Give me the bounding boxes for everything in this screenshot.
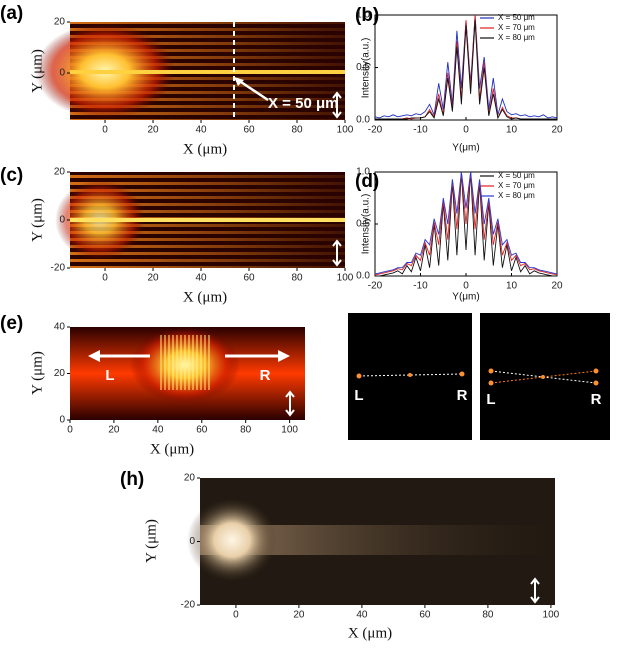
y-tick-label: 0 bbox=[59, 68, 65, 79]
x-tick-label: 80 bbox=[240, 425, 252, 436]
y-axis-label: Y (μm) bbox=[29, 49, 45, 93]
y-tick-label: 20 bbox=[54, 167, 66, 178]
annotation: L bbox=[486, 391, 495, 408]
x-tick-label: 0 bbox=[463, 281, 469, 292]
y-axis-label: Y (μm) bbox=[29, 198, 45, 242]
y-axis-label: Intensity(a.u.) bbox=[361, 194, 372, 255]
panel-label: (d) bbox=[355, 171, 379, 192]
y-tick-label: 1.0 bbox=[356, 167, 370, 178]
x-tick-label: 0 bbox=[233, 610, 239, 621]
series-line bbox=[375, 20, 557, 120]
image-a bbox=[35, 22, 345, 120]
x-tick-label: -10 bbox=[413, 281, 428, 292]
x-tick-label: 40 bbox=[195, 273, 207, 284]
x-axis-label: X (μm) bbox=[183, 141, 227, 157]
x-axis-label: Y(μm) bbox=[452, 143, 479, 154]
legend-label: X = 80 μm bbox=[498, 33, 535, 42]
y-axis-label: Y (μm) bbox=[29, 351, 45, 395]
panel-label: (h) bbox=[120, 469, 144, 490]
annotation: R bbox=[591, 391, 602, 408]
annotation: R bbox=[457, 387, 468, 404]
legend-label: X = 70 μm bbox=[498, 181, 535, 190]
legend-label: X = 50 μm bbox=[498, 13, 535, 22]
y-tick-label: 20 bbox=[184, 473, 196, 484]
x-tick-label: 0 bbox=[102, 125, 108, 136]
image-g bbox=[480, 313, 610, 440]
y-axis-label: Intensity(a.u.) bbox=[361, 38, 372, 99]
series-line bbox=[374, 171, 558, 275]
x-tick-label: 20 bbox=[147, 273, 159, 284]
panel-label: (b) bbox=[355, 5, 379, 26]
x-tick-label: -20 bbox=[368, 281, 383, 292]
x-tick-label: -20 bbox=[368, 125, 383, 136]
image-h bbox=[187, 478, 555, 605]
x-tick-label: 100 bbox=[543, 610, 560, 621]
y-tick-label: 0 bbox=[59, 215, 65, 226]
x-tick-label: 100 bbox=[337, 125, 354, 136]
image-f bbox=[348, 313, 472, 440]
x-tick-label: 40 bbox=[356, 610, 368, 621]
y-tick-label: -20 bbox=[51, 263, 66, 274]
annotation: L bbox=[354, 387, 363, 404]
x-tick-label: 80 bbox=[291, 125, 303, 136]
annotation: L bbox=[105, 367, 114, 384]
panel-label: (g) bbox=[486, 319, 510, 340]
x-tick-label: 60 bbox=[419, 610, 431, 621]
x-tick-label: 20 bbox=[551, 281, 563, 292]
x-axis-label: X (μm) bbox=[150, 441, 194, 457]
x-axis-label: X (μm) bbox=[183, 289, 227, 305]
y-tick-label: 0.0 bbox=[356, 271, 370, 282]
x-tick-label: 60 bbox=[243, 273, 255, 284]
y-tick-label: 20 bbox=[54, 17, 66, 28]
panel-label: (a) bbox=[0, 3, 23, 24]
y-tick-label: 0.5 bbox=[356, 219, 370, 230]
x-tick-label: 10 bbox=[506, 281, 518, 292]
x-tick-label: 0 bbox=[67, 425, 73, 436]
y-tick-label: 0.5 bbox=[356, 62, 370, 73]
x-tick-label: 60 bbox=[243, 125, 255, 136]
x-axis-label: X (μm) bbox=[348, 625, 392, 641]
x-tick-label: 100 bbox=[281, 425, 298, 436]
x-tick-label: 0 bbox=[463, 125, 469, 136]
y-tick-label: 1.0 bbox=[356, 10, 370, 21]
x-tick-label: -10 bbox=[413, 125, 428, 136]
series-line bbox=[374, 171, 558, 276]
series-line bbox=[375, 171, 557, 277]
x-tick-label: 20 bbox=[147, 125, 159, 136]
y-tick-label: 20 bbox=[54, 368, 66, 379]
y-axis-label: Y (μm) bbox=[143, 519, 159, 563]
panel-label: (e) bbox=[0, 313, 23, 334]
legend-label: X = 50 μm bbox=[498, 171, 535, 180]
image-e bbox=[70, 327, 305, 420]
annotation: X = 50 μm bbox=[268, 95, 338, 112]
y-tick-label: 0 bbox=[59, 415, 65, 426]
x-tick-label: 20 bbox=[551, 125, 563, 136]
x-tick-label: 100 bbox=[337, 273, 354, 284]
legend-label: X = 70 μm bbox=[498, 23, 535, 32]
y-tick-label: -20 bbox=[181, 600, 196, 611]
image-c bbox=[55, 172, 345, 268]
x-tick-label: 40 bbox=[195, 125, 207, 136]
x-tick-label: 0 bbox=[102, 273, 108, 284]
x-tick-label: 80 bbox=[291, 273, 303, 284]
x-axis-label: Y(μm) bbox=[452, 292, 479, 303]
panel-label: (f) bbox=[356, 319, 375, 340]
x-tick-label: 20 bbox=[108, 425, 120, 436]
annotation: R bbox=[260, 367, 271, 384]
y-tick-label: 0.0 bbox=[356, 115, 370, 126]
legend-label: X = 80 μm bbox=[498, 191, 535, 200]
y-tick-label: 40 bbox=[54, 322, 66, 333]
x-tick-label: 40 bbox=[152, 425, 164, 436]
x-tick-label: 20 bbox=[293, 610, 305, 621]
x-tick-label: 60 bbox=[196, 425, 208, 436]
x-tick-label: 10 bbox=[506, 125, 518, 136]
y-tick-label: 0 bbox=[189, 536, 195, 547]
panel-label: (c) bbox=[0, 165, 23, 186]
x-tick-label: 80 bbox=[482, 610, 494, 621]
